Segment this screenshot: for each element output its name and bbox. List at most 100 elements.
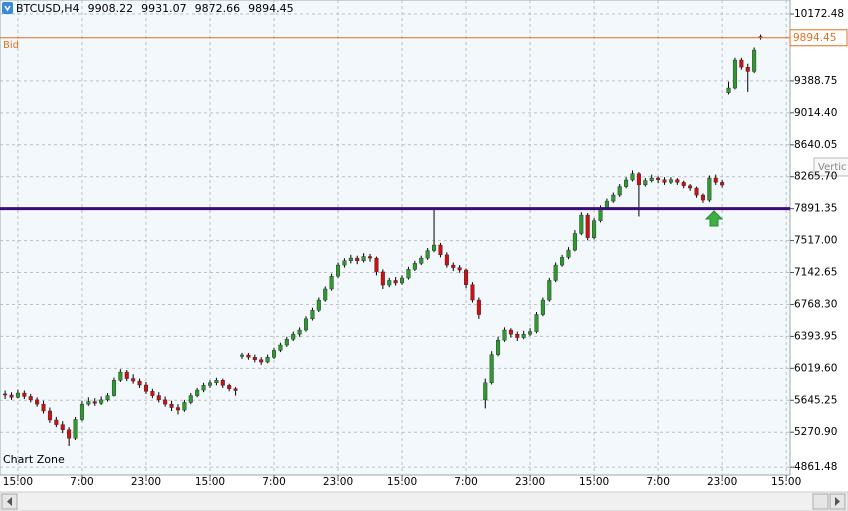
candle-body <box>99 399 104 404</box>
plot-area <box>0 0 791 476</box>
candle-body <box>393 280 398 284</box>
symbol-icon-arrow <box>4 5 11 12</box>
candle-body <box>182 402 187 411</box>
y-tick-label: 7142.65 <box>794 267 837 279</box>
candle-body <box>227 385 232 389</box>
candle-body <box>111 380 116 396</box>
candle-body <box>239 354 244 357</box>
bid-label: Bid <box>3 40 19 51</box>
candle-body <box>662 179 667 183</box>
y-tick-label: 6019.60 <box>794 362 837 374</box>
candle-body <box>700 194 705 201</box>
candle-body <box>79 403 84 420</box>
candle-body <box>9 394 14 398</box>
candle-body <box>105 395 110 401</box>
candle-body <box>457 267 462 271</box>
candle-body <box>400 277 405 284</box>
candle-body <box>60 424 65 430</box>
candle-body <box>291 333 296 340</box>
candles <box>3 34 763 446</box>
scrollbar[interactable] <box>0 491 848 511</box>
candle-body <box>67 429 72 439</box>
candle-body <box>316 299 321 311</box>
candle-body <box>444 254 449 266</box>
x-tick-label: 7:00 <box>262 476 286 488</box>
y-tick-label: 7517.00 <box>794 235 837 247</box>
y-tick-label: 6768.30 <box>794 298 837 310</box>
candle-body <box>259 359 264 363</box>
candle-body <box>310 310 315 320</box>
candle-body <box>214 380 219 384</box>
candle-body <box>515 333 520 338</box>
x-tick-label: 15:00 <box>771 476 801 488</box>
candle-body <box>611 194 616 202</box>
bid-price-box <box>789 29 848 47</box>
candle-body <box>451 264 456 268</box>
symbol-info: BTCUSD,H4 9908.22 9931.07 9872.66 9894.45 <box>16 2 294 15</box>
candle-body <box>745 66 750 72</box>
candle-body <box>419 257 424 264</box>
candle-body <box>656 177 661 180</box>
scroll-right-icon <box>835 497 840 506</box>
candle-body <box>483 382 488 401</box>
candle-body <box>143 384 148 392</box>
candle-body <box>92 401 97 404</box>
candle-body <box>336 264 341 277</box>
x-tick-label: 23:00 <box>323 476 353 488</box>
candle-body <box>547 280 552 301</box>
y-tick-label: 10172.48 <box>794 8 844 20</box>
candle-body <box>681 182 686 186</box>
x-tick-label: 23:00 <box>131 476 161 488</box>
candle-body <box>220 380 225 386</box>
candle-body <box>528 331 533 335</box>
candle-body <box>489 354 494 384</box>
x-tick-label: 15:00 <box>579 476 609 488</box>
low: 9872.66 <box>195 2 241 15</box>
overlay: Bid 9894.45 <box>0 29 848 211</box>
candle-body <box>175 407 180 411</box>
x-tick-label: 15:00 <box>195 476 225 488</box>
candle-body <box>470 284 475 301</box>
candle-body <box>233 388 238 391</box>
candle-body <box>707 177 712 201</box>
candle-body <box>649 177 654 181</box>
candle-body <box>726 87 731 93</box>
candle-body <box>342 260 347 266</box>
x-tick-label: 7:00 <box>646 476 670 488</box>
candle-body <box>604 200 609 209</box>
candle-body <box>252 357 257 360</box>
candle-body <box>118 371 123 381</box>
candle-body <box>54 419 59 425</box>
candle-body <box>464 269 469 285</box>
candle-body <box>432 244 437 251</box>
candle-body <box>272 350 277 358</box>
scroll-thumb[interactable] <box>812 493 829 510</box>
candle-body <box>508 329 513 335</box>
candle-body <box>572 233 577 251</box>
candle-body <box>150 391 155 396</box>
candle-body <box>284 339 289 346</box>
candle-body <box>534 314 539 332</box>
candle-body <box>380 271 385 286</box>
candle-body <box>22 392 27 397</box>
candle-body <box>35 399 40 405</box>
candle-body <box>739 59 744 68</box>
candle-body <box>592 220 597 238</box>
candle-body <box>694 187 699 196</box>
y-tick-label: 9388.75 <box>794 75 837 87</box>
candle-body <box>3 393 8 396</box>
symbol-icon <box>2 2 13 14</box>
y-tick-label: 8640.05 <box>794 139 837 151</box>
candle-body <box>540 299 545 315</box>
candle-body <box>624 179 629 187</box>
high: 9931.07 <box>141 2 187 15</box>
x-tick-label: 7:00 <box>454 476 478 488</box>
candle-body <box>752 49 757 72</box>
y-tick-label: 6393.95 <box>794 330 837 342</box>
candle-body <box>361 256 366 262</box>
candle-body <box>585 214 590 238</box>
symbol: BTCUSD,H4 <box>16 2 80 15</box>
candle-body <box>668 179 673 183</box>
candle-body <box>28 396 33 401</box>
candle-body <box>675 179 680 183</box>
